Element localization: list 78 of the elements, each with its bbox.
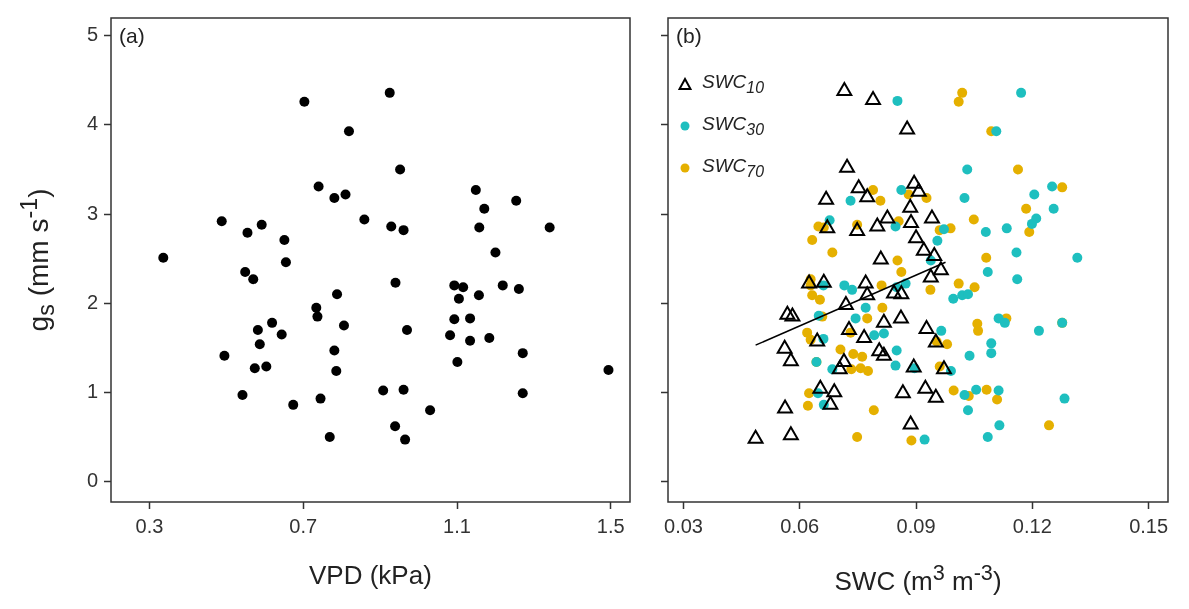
point <box>857 274 874 289</box>
point <box>906 174 923 189</box>
point <box>893 309 909 324</box>
point <box>818 190 835 205</box>
point <box>776 339 793 354</box>
point <box>782 352 799 367</box>
chart-title: (a) <box>119 24 145 48</box>
y-tick-label: 2 <box>86 290 98 313</box>
point <box>831 360 848 375</box>
x-tick-label: 1.1 <box>443 514 471 537</box>
point <box>836 82 853 97</box>
point <box>819 219 836 234</box>
point <box>926 246 943 261</box>
y-tick-label: 1 <box>86 379 98 402</box>
point <box>915 241 932 256</box>
x-tick-label: 0.09 <box>896 514 936 537</box>
legend-label: SWC$_{30}$ <box>702 113 764 139</box>
point <box>902 415 919 430</box>
x-tick-label: 1.5 <box>596 514 625 537</box>
point <box>865 91 881 105</box>
point <box>922 268 939 283</box>
point <box>839 158 855 173</box>
legend-label: SWC$_{70}$ <box>702 155 764 181</box>
y-tick-label: 4 <box>86 112 98 135</box>
point <box>784 307 801 322</box>
point <box>903 214 919 229</box>
point <box>859 286 876 301</box>
x-tick-label: 0.06 <box>780 514 820 537</box>
point <box>869 217 886 232</box>
point <box>747 429 764 444</box>
point <box>936 360 952 375</box>
point <box>886 284 902 299</box>
point <box>924 209 940 224</box>
point <box>782 426 799 441</box>
point <box>872 250 889 265</box>
point <box>850 179 867 194</box>
point <box>815 273 832 288</box>
point <box>849 222 866 237</box>
point <box>779 305 796 320</box>
point <box>837 296 854 311</box>
point <box>826 383 843 398</box>
point <box>902 198 919 213</box>
x-tick-label: 0.15 <box>1129 514 1169 537</box>
point <box>927 388 944 403</box>
point <box>908 229 924 244</box>
x-tick-label: 0.3 <box>135 514 164 537</box>
point <box>812 379 829 394</box>
point <box>871 342 888 357</box>
x-axis-title: SWC (m$^{3}$ m$^{-3}$) <box>834 560 1002 597</box>
point <box>918 320 935 335</box>
point <box>893 285 910 300</box>
point <box>932 261 949 276</box>
chart-title: (b) <box>676 24 702 48</box>
point <box>875 346 892 361</box>
x-tick-label: 0.12 <box>1012 514 1052 537</box>
point <box>801 274 818 289</box>
point <box>836 353 852 368</box>
point <box>879 209 896 224</box>
point <box>859 188 876 203</box>
legend-label: SWC$_{10}$ <box>702 71 764 97</box>
point <box>905 358 922 373</box>
point <box>809 332 826 347</box>
point <box>899 120 916 135</box>
y-tick-label: 5 <box>86 23 98 46</box>
point <box>777 399 793 414</box>
point <box>927 333 944 348</box>
point <box>894 384 911 399</box>
point <box>841 320 857 335</box>
point <box>822 395 839 410</box>
point <box>917 379 934 394</box>
y-tick-label: 0 <box>86 469 98 492</box>
x-tick-label: 0.03 <box>664 514 703 537</box>
point <box>910 182 927 197</box>
point <box>875 313 892 328</box>
point <box>856 328 873 343</box>
x-tick-label: 0.7 <box>289 514 318 537</box>
y-tick-label: 3 <box>86 201 98 224</box>
x-axis-title: VPD (kPa) <box>309 560 432 591</box>
